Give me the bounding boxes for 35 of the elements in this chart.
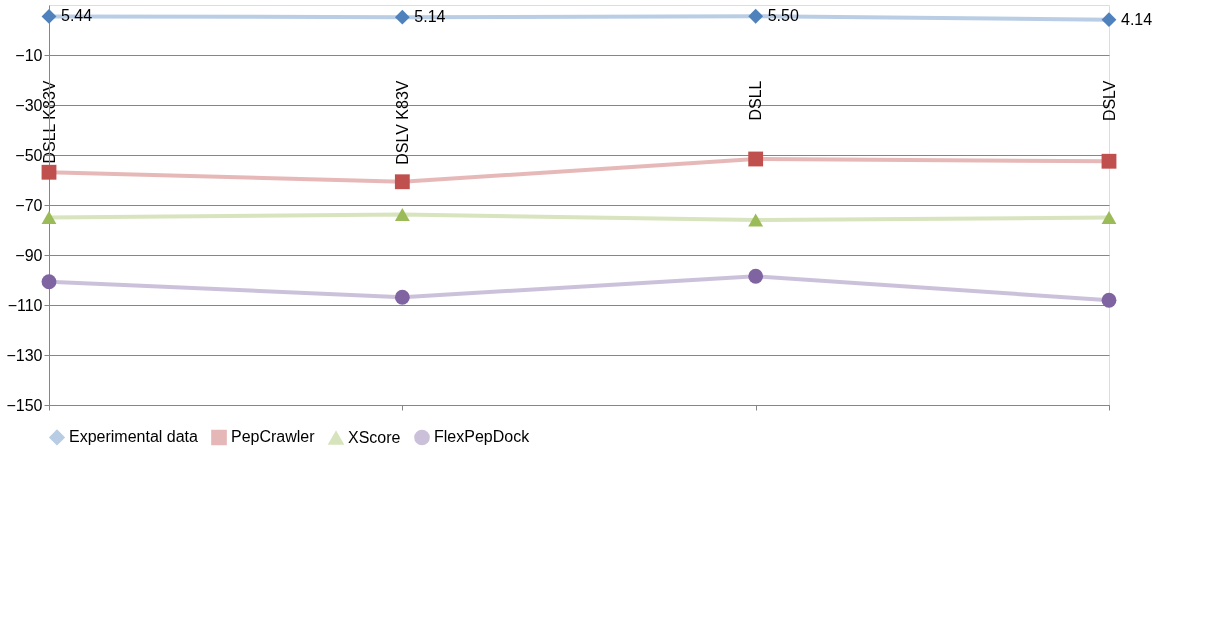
y-tick-label: −30 [15,96,43,114]
point [41,211,57,224]
point [394,289,410,305]
legend-label: PepCrawler [231,428,316,446]
x-tick-label: DSLV K83V [393,80,411,165]
legend-label: Experimental data [69,428,199,446]
point [394,208,410,221]
y-tick-label: −150 [6,396,43,414]
legend-label: XScore [348,428,401,446]
y-tick-label: −110 [7,296,43,314]
point [748,151,764,167]
y-tick-label: −130 [6,346,43,364]
x-tick-label: DSLV [1100,80,1118,122]
y-tick-label: −50 [15,146,43,164]
point [1101,292,1117,308]
point [748,213,764,227]
point [1101,12,1117,28]
point [1101,211,1117,224]
point [748,268,764,284]
y-tick-label: −90 [15,246,43,264]
y-tick-label: −10 [15,46,43,64]
y-tick-label: −70 [15,196,43,214]
point [748,8,764,24]
point [394,9,410,25]
x-tick-label: DSLL [747,80,765,121]
point [394,174,410,190]
data-label: 5.50 [767,7,799,25]
point [41,8,57,24]
data-label: 5.14 [414,8,446,26]
data-label: 5.44 [61,7,93,25]
point [1101,153,1117,169]
point [41,274,57,290]
point [41,164,57,180]
data-label: 4.14 [1121,10,1153,28]
legend-label: FlexPepDock [434,428,531,446]
